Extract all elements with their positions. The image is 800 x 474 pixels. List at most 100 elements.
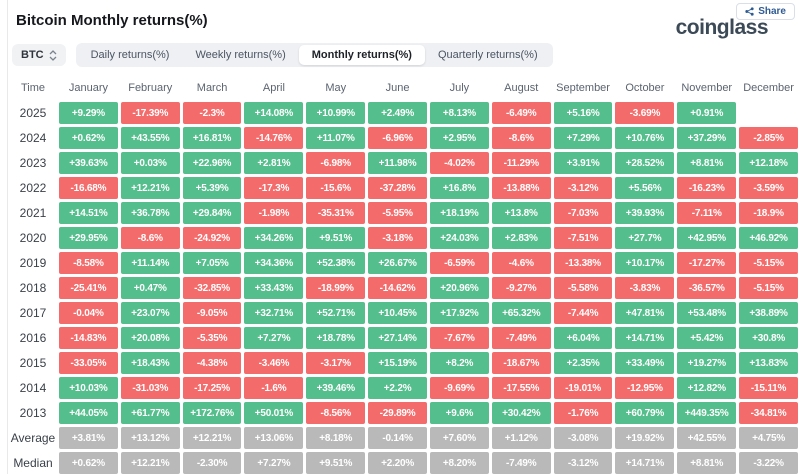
- month-column-header: June: [385, 82, 410, 94]
- return-cell: -11.29%: [491, 152, 551, 174]
- return-cell: +50.01%: [244, 402, 304, 424]
- return-cell: -14.62%: [368, 277, 427, 299]
- return-cell: -3.59%: [739, 177, 798, 199]
- row-label-2021: 2021: [19, 206, 47, 220]
- month-column-header: April: [262, 82, 285, 94]
- row-label-2017: 2017: [19, 306, 47, 320]
- updown-arrows-icon: [49, 49, 57, 61]
- return-cell: -37.28%: [368, 177, 427, 199]
- return-cell: +38.89%: [739, 302, 798, 324]
- return-cell: +3.81%: [59, 427, 118, 449]
- return-cell: -7.49%: [491, 327, 551, 349]
- return-cell: +32.71%: [244, 302, 304, 324]
- tab-daily[interactable]: Daily returns(%): [90, 49, 170, 61]
- return-cell: -1.98%: [244, 202, 304, 224]
- return-cell: +43.55%: [120, 127, 180, 149]
- return-cell: +65.32%: [491, 302, 551, 324]
- coin-selector[interactable]: BTC: [12, 44, 66, 66]
- return-cell: +61.77%: [120, 402, 180, 424]
- return-cell: -3.18%: [368, 227, 427, 249]
- return-cell: +12.21%: [120, 452, 180, 474]
- return-cell: +0.62%: [59, 452, 118, 474]
- return-cell: +8.13%: [429, 102, 489, 124]
- row-label-2020: 2020: [19, 231, 47, 245]
- row-label-2019: 2019: [19, 256, 47, 270]
- return-cell: +2.95%: [429, 127, 489, 149]
- return-cell: -8.6%: [491, 127, 551, 149]
- return-cell: -33.05%: [59, 352, 118, 374]
- return-cell: -7.67%: [429, 327, 489, 349]
- return-cell: +39.46%: [306, 377, 366, 399]
- return-cell: +10.45%: [368, 302, 427, 324]
- return-cell: -5.58%: [553, 277, 613, 299]
- return-cell: -7.51%: [553, 227, 613, 249]
- return-cell: +2.20%: [368, 452, 427, 474]
- return-cell: -13.38%: [553, 252, 613, 274]
- return-cell: +15.19%: [368, 352, 427, 374]
- return-cell: +33.43%: [244, 277, 304, 299]
- controls-bar: BTC Daily returns(%) Weekly returns(%) Mon…: [12, 43, 800, 67]
- return-cell: +172.76%: [182, 402, 242, 424]
- return-cell: +13.12%: [120, 427, 180, 449]
- return-cell: +42.55%: [677, 427, 737, 449]
- return-cell: -17.39%: [120, 102, 180, 124]
- return-cell: +34.36%: [244, 252, 304, 274]
- return-cell: +0.62%: [59, 127, 118, 149]
- returns-tab-group: Daily returns(%) Weekly returns(%) Monthly…: [75, 43, 553, 67]
- row-label-2013: 2013: [19, 406, 47, 420]
- return-cell: +47.81%: [615, 302, 675, 324]
- return-cell: -18.99%: [306, 277, 366, 299]
- return-cell: -17.3%: [244, 177, 304, 199]
- return-cell: +9.51%: [306, 227, 366, 249]
- row-label-2014: 2014: [19, 381, 47, 395]
- return-cell: +11.14%: [120, 252, 180, 274]
- month-column-header: March: [196, 82, 228, 94]
- return-cell: +9.29%: [59, 102, 118, 124]
- return-cell: +33.49%: [615, 352, 675, 374]
- return-cell: +8.81%: [677, 452, 737, 474]
- return-cell: -29.89%: [368, 402, 427, 424]
- row-label-2018: 2018: [19, 281, 47, 295]
- tab-weekly[interactable]: Weekly returns(%): [195, 49, 286, 61]
- return-cell: -16.23%: [677, 177, 737, 199]
- return-cell: +8.20%: [429, 452, 489, 474]
- row-label-2025: 2025: [19, 106, 47, 120]
- return-cell: +10.99%: [306, 102, 366, 124]
- return-cell: -17.55%: [491, 377, 551, 399]
- return-cell: +28.52%: [615, 152, 675, 174]
- return-cell: -0.14%: [368, 427, 427, 449]
- return-cell: +19.27%: [677, 352, 737, 374]
- tab-monthly[interactable]: Monthly returns(%): [298, 45, 425, 65]
- return-cell: +3.91%: [553, 152, 613, 174]
- return-cell: +8.81%: [677, 152, 737, 174]
- month-column-header: November: [681, 82, 733, 94]
- return-cell: +12.18%: [739, 152, 798, 174]
- return-cell: +18.78%: [306, 327, 366, 349]
- return-cell: -2.3%: [182, 102, 242, 124]
- row-label-2015: 2015: [19, 356, 47, 370]
- return-cell: -2.30%: [182, 452, 242, 474]
- return-cell: +53.48%: [677, 302, 737, 324]
- return-cell: +18.19%: [429, 202, 489, 224]
- tab-quarterly[interactable]: Quarterly returns(%): [437, 49, 538, 61]
- return-cell: +11.07%: [306, 127, 366, 149]
- coin-selector-value: BTC: [21, 49, 44, 61]
- return-cell: -8.6%: [120, 227, 180, 249]
- return-cell: +14.71%: [615, 452, 675, 474]
- return-cell: +11.98%: [368, 152, 427, 174]
- return-cell: +23.07%: [120, 302, 180, 324]
- return-cell: -3.17%: [306, 352, 366, 374]
- return-cell: -14.76%: [244, 127, 304, 149]
- return-cell: -12.95%: [615, 377, 675, 399]
- return-cell: +12.21%: [120, 177, 180, 199]
- return-cell: -34.81%: [739, 402, 798, 424]
- share-button[interactable]: Share: [736, 3, 795, 20]
- row-label-median: Median: [13, 456, 53, 470]
- page-left-divider: [7, 0, 8, 474]
- return-cell: +16.8%: [429, 177, 489, 199]
- month-column-header: August: [504, 82, 539, 94]
- return-cell: -5.95%: [368, 202, 427, 224]
- return-cell: +10.03%: [59, 377, 118, 399]
- return-cell: -3.46%: [244, 352, 304, 374]
- return-cell: +20.08%: [120, 327, 180, 349]
